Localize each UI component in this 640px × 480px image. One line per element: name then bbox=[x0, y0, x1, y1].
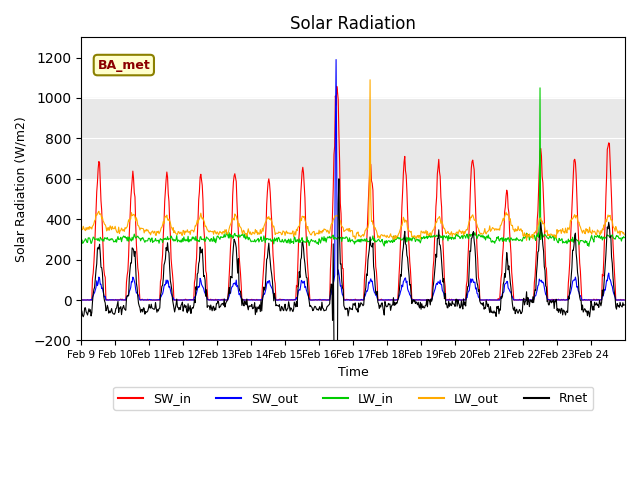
LW_in bbox=[620, 235, 628, 240]
Rnet bbox=[330, 342, 338, 348]
SW_in bbox=[141, 297, 149, 303]
LW_out bbox=[241, 230, 248, 236]
LW_out bbox=[366, 77, 374, 83]
LW_in bbox=[536, 85, 544, 91]
LW_in bbox=[77, 238, 85, 244]
Rnet bbox=[440, 296, 448, 301]
Rnet bbox=[241, 298, 248, 304]
SW_in bbox=[620, 297, 628, 303]
Rnet bbox=[289, 307, 296, 313]
LW_in bbox=[141, 240, 148, 245]
Line: Rnet: Rnet bbox=[81, 179, 624, 345]
LW_out bbox=[141, 228, 148, 233]
Rnet bbox=[335, 176, 343, 181]
LW_out bbox=[440, 225, 447, 231]
X-axis label: Time: Time bbox=[338, 366, 369, 379]
LW_in bbox=[409, 236, 417, 241]
Line: SW_out: SW_out bbox=[81, 60, 624, 300]
Line: LW_in: LW_in bbox=[81, 88, 624, 246]
LW_out bbox=[289, 230, 296, 236]
SW_out bbox=[410, 297, 418, 303]
Rnet bbox=[410, 299, 418, 305]
LW_out bbox=[268, 218, 275, 224]
SW_in bbox=[81, 297, 89, 303]
Bar bbox=[81, 98, 625, 179]
LW_out bbox=[410, 233, 417, 239]
Rnet bbox=[268, 271, 275, 277]
SW_in bbox=[410, 297, 418, 303]
SW_out bbox=[332, 57, 340, 62]
LW_out bbox=[77, 226, 85, 232]
SW_out bbox=[269, 286, 276, 292]
SW_out bbox=[78, 297, 86, 303]
Legend: SW_in, SW_out, LW_in, LW_out, Rnet: SW_in, SW_out, LW_in, LW_out, Rnet bbox=[113, 387, 593, 410]
Rnet bbox=[620, 302, 628, 308]
SW_out bbox=[141, 297, 149, 303]
SW_in bbox=[333, 84, 340, 89]
Text: BA_met: BA_met bbox=[97, 59, 150, 72]
SW_in bbox=[77, 297, 85, 303]
SW_out bbox=[620, 297, 628, 303]
LW_in bbox=[241, 231, 248, 237]
LW_in bbox=[289, 239, 296, 244]
Rnet bbox=[141, 312, 148, 317]
SW_in bbox=[241, 297, 249, 303]
SW_out bbox=[241, 297, 249, 303]
SW_out bbox=[77, 297, 85, 302]
Line: LW_out: LW_out bbox=[81, 80, 624, 240]
Rnet bbox=[77, 307, 85, 312]
LW_out bbox=[523, 238, 531, 243]
SW_out bbox=[440, 294, 448, 300]
Line: SW_in: SW_in bbox=[81, 86, 624, 300]
SW_in bbox=[269, 236, 276, 242]
SW_in bbox=[440, 277, 448, 283]
LW_in bbox=[585, 243, 593, 249]
Title: Solar Radiation: Solar Radiation bbox=[290, 15, 416, 33]
LW_in bbox=[268, 238, 275, 244]
LW_out bbox=[620, 232, 628, 238]
SW_out bbox=[289, 297, 297, 303]
Y-axis label: Solar Radiation (W/m2): Solar Radiation (W/m2) bbox=[15, 116, 28, 262]
LW_in bbox=[439, 237, 447, 243]
SW_in bbox=[289, 297, 297, 303]
